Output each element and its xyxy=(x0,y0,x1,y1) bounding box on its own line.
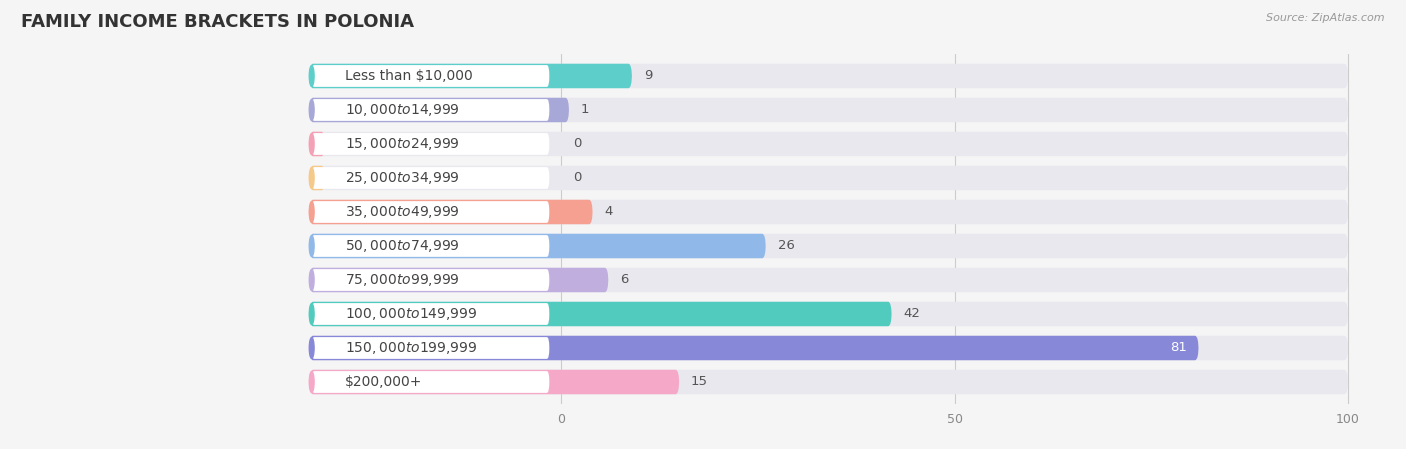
FancyBboxPatch shape xyxy=(309,302,891,326)
Circle shape xyxy=(309,338,314,358)
Circle shape xyxy=(309,134,314,154)
Text: 15: 15 xyxy=(690,375,709,388)
FancyBboxPatch shape xyxy=(312,99,550,121)
Text: 81: 81 xyxy=(1170,342,1187,355)
Text: $10,000 to $14,999: $10,000 to $14,999 xyxy=(344,102,460,118)
FancyBboxPatch shape xyxy=(309,132,1348,156)
Text: $50,000 to $74,999: $50,000 to $74,999 xyxy=(344,238,460,254)
Text: 4: 4 xyxy=(605,206,613,219)
FancyBboxPatch shape xyxy=(309,200,592,224)
FancyBboxPatch shape xyxy=(312,201,550,223)
Text: Source: ZipAtlas.com: Source: ZipAtlas.com xyxy=(1267,13,1385,23)
FancyBboxPatch shape xyxy=(309,64,1348,88)
Text: 42: 42 xyxy=(904,308,921,321)
FancyBboxPatch shape xyxy=(312,269,550,291)
Circle shape xyxy=(309,167,314,189)
FancyBboxPatch shape xyxy=(312,167,550,189)
Text: 0: 0 xyxy=(574,172,581,185)
FancyBboxPatch shape xyxy=(312,303,550,325)
Circle shape xyxy=(309,236,314,256)
FancyBboxPatch shape xyxy=(312,235,550,257)
FancyBboxPatch shape xyxy=(309,302,1348,326)
Text: 1: 1 xyxy=(581,103,589,116)
FancyBboxPatch shape xyxy=(309,166,1348,190)
FancyBboxPatch shape xyxy=(309,268,609,292)
Circle shape xyxy=(309,269,314,291)
Text: $100,000 to $149,999: $100,000 to $149,999 xyxy=(344,306,477,322)
Text: 6: 6 xyxy=(620,273,628,286)
Circle shape xyxy=(309,372,314,392)
Text: $200,000+: $200,000+ xyxy=(344,375,422,389)
FancyBboxPatch shape xyxy=(309,234,1348,258)
FancyBboxPatch shape xyxy=(312,65,550,87)
FancyBboxPatch shape xyxy=(312,371,550,393)
FancyBboxPatch shape xyxy=(309,200,1348,224)
FancyBboxPatch shape xyxy=(309,370,1348,394)
Text: FAMILY INCOME BRACKETS IN POLONIA: FAMILY INCOME BRACKETS IN POLONIA xyxy=(21,13,415,31)
Text: $75,000 to $99,999: $75,000 to $99,999 xyxy=(344,272,460,288)
FancyBboxPatch shape xyxy=(312,133,550,155)
FancyBboxPatch shape xyxy=(309,268,1348,292)
FancyBboxPatch shape xyxy=(309,336,1198,360)
FancyBboxPatch shape xyxy=(312,337,550,359)
FancyBboxPatch shape xyxy=(309,132,325,156)
FancyBboxPatch shape xyxy=(309,64,631,88)
Circle shape xyxy=(309,100,314,120)
Circle shape xyxy=(309,66,314,86)
FancyBboxPatch shape xyxy=(309,98,569,122)
Text: Less than $10,000: Less than $10,000 xyxy=(344,69,472,83)
Text: $25,000 to $34,999: $25,000 to $34,999 xyxy=(344,170,460,186)
Text: $150,000 to $199,999: $150,000 to $199,999 xyxy=(344,340,477,356)
Text: $35,000 to $49,999: $35,000 to $49,999 xyxy=(344,204,460,220)
FancyBboxPatch shape xyxy=(309,234,766,258)
Text: 9: 9 xyxy=(644,70,652,83)
Text: $15,000 to $24,999: $15,000 to $24,999 xyxy=(344,136,460,152)
Circle shape xyxy=(309,202,314,222)
Text: 26: 26 xyxy=(778,239,794,252)
FancyBboxPatch shape xyxy=(309,370,679,394)
FancyBboxPatch shape xyxy=(309,166,325,190)
FancyBboxPatch shape xyxy=(309,98,1348,122)
Circle shape xyxy=(309,304,314,324)
FancyBboxPatch shape xyxy=(309,336,1348,360)
Text: 0: 0 xyxy=(574,137,581,150)
